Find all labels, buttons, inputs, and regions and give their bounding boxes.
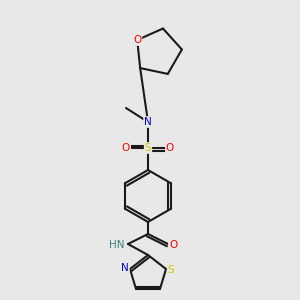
Text: N: N <box>121 263 129 273</box>
Text: O: O <box>169 240 177 250</box>
Text: S: S <box>168 265 174 275</box>
Text: O: O <box>166 143 174 153</box>
Text: O: O <box>122 143 130 153</box>
Text: S: S <box>145 143 151 153</box>
Text: HN: HN <box>109 240 124 250</box>
Text: N: N <box>144 117 152 127</box>
Text: O: O <box>133 35 141 45</box>
